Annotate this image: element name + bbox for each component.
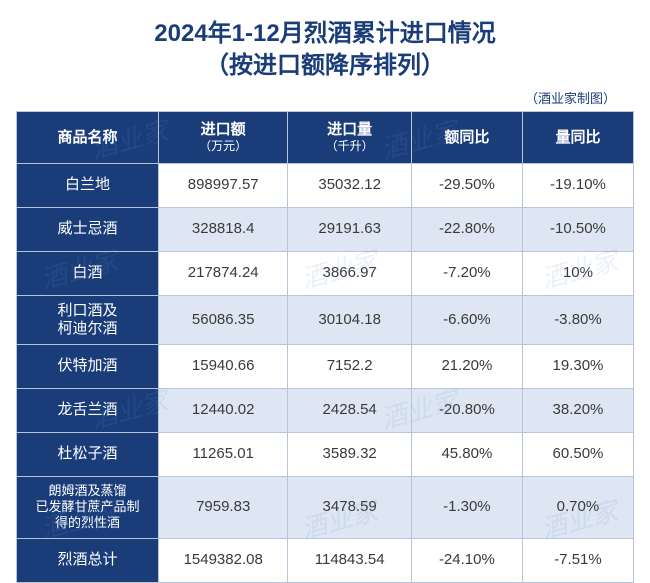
table-body: 白兰地898997.5735032.12-29.50%-19.10%威士忌酒32… — [17, 163, 634, 582]
cell-product-name: 朗姆酒及蒸馏已发酵甘蔗产品制得的烈性酒 — [17, 476, 159, 538]
cell-volume-yoy: 10% — [522, 251, 633, 295]
subtitle-row: （酒业家制图） — [16, 83, 634, 107]
cell-product-name: 烈酒总计 — [17, 538, 159, 582]
import-table: 商品名称进口额（万元）进口量（千升）额同比量同比 白兰地898997.57350… — [16, 111, 634, 583]
col-header-label: 商品名称 — [57, 129, 117, 146]
cell-volume-yoy: 38.20% — [522, 388, 633, 432]
cell-product-name: 利口酒及柯迪尔酒 — [17, 295, 159, 344]
cell-product-name: 伏特加酒 — [17, 344, 159, 388]
cell-import-volume: 114843.54 — [288, 538, 411, 582]
cell-import-amount: 56086.35 — [158, 295, 288, 344]
title-line-1: 2024年1-12月烈酒累计进口情况 — [154, 20, 495, 47]
cell-import-volume: 30104.18 — [288, 295, 411, 344]
cell-import-amount: 898997.57 — [158, 163, 288, 207]
cell-import-amount: 15940.66 — [158, 344, 288, 388]
cell-volume-yoy: 0.70% — [522, 476, 633, 538]
cell-import-volume: 3866.97 — [288, 251, 411, 295]
col-header-0: 商品名称 — [17, 111, 159, 163]
cell-volume-yoy: 19.30% — [522, 344, 633, 388]
col-header-label: 量同比 — [555, 129, 600, 146]
col-header-3: 额同比 — [411, 111, 522, 163]
cell-import-volume: 3478.59 — [288, 476, 411, 538]
cell-volume-yoy: -3.80% — [522, 295, 633, 344]
col-header-1: 进口额（万元） — [158, 111, 288, 163]
cell-amount-yoy: -22.80% — [411, 207, 522, 251]
table-row: 威士忌酒328818.429191.63-22.80%-10.50% — [17, 207, 634, 251]
cell-import-amount: 12440.02 — [158, 388, 288, 432]
col-header-label: 额同比 — [444, 129, 489, 146]
table-row: 龙舌兰酒12440.022428.54-20.80%38.20% — [17, 388, 634, 432]
cell-import-amount: 328818.4 — [158, 207, 288, 251]
table-row: 朗姆酒及蒸馏已发酵甘蔗产品制得的烈性酒7959.833478.59-1.30%0… — [17, 476, 634, 538]
page-title: 2024年1-12月烈酒累计进口情况 （按进口额降序排列） — [16, 18, 634, 83]
cell-import-amount: 1549382.08 — [158, 538, 288, 582]
col-header-2: 进口量（千升） — [288, 111, 411, 163]
col-header-label: 进口额 — [201, 121, 246, 138]
cell-volume-yoy: 60.50% — [522, 432, 633, 476]
cell-volume-yoy: -10.50% — [522, 207, 633, 251]
cell-import-amount: 7959.83 — [158, 476, 288, 538]
cell-amount-yoy: -1.30% — [411, 476, 522, 538]
col-header-label: 进口量 — [327, 121, 372, 138]
col-header-sublabel: （万元） — [163, 139, 284, 155]
cell-amount-yoy: -6.60% — [411, 295, 522, 344]
cell-import-volume: 35032.12 — [288, 163, 411, 207]
table-row: 伏特加酒15940.667152.221.20%19.30% — [17, 344, 634, 388]
cell-amount-yoy: -7.20% — [411, 251, 522, 295]
cell-volume-yoy: -7.51% — [522, 538, 633, 582]
table-row: 利口酒及柯迪尔酒56086.3530104.18-6.60%-3.80% — [17, 295, 634, 344]
table-row: 白酒217874.243866.97-7.20%10% — [17, 251, 634, 295]
source-label: （酒业家制图） — [525, 88, 616, 107]
table-row: 白兰地898997.5735032.12-29.50%-19.10% — [17, 163, 634, 207]
cell-import-amount: 11265.01 — [158, 432, 288, 476]
col-header-4: 量同比 — [522, 111, 633, 163]
table-row: 杜松子酒11265.013589.3245.80%60.50% — [17, 432, 634, 476]
cell-amount-yoy: 45.80% — [411, 432, 522, 476]
cell-amount-yoy: -20.80% — [411, 388, 522, 432]
cell-product-name: 白兰地 — [17, 163, 159, 207]
cell-product-name: 龙舌兰酒 — [17, 388, 159, 432]
cell-import-volume: 29191.63 — [288, 207, 411, 251]
table-header: 商品名称进口额（万元）进口量（千升）额同比量同比 — [17, 111, 634, 163]
cell-import-volume: 7152.2 — [288, 344, 411, 388]
cell-amount-yoy: 21.20% — [411, 344, 522, 388]
col-header-sublabel: （千升） — [292, 139, 406, 155]
report-container: 2024年1-12月烈酒累计进口情况 （按进口额降序排列） （酒业家制图） 商品… — [0, 0, 650, 583]
cell-product-name: 白酒 — [17, 251, 159, 295]
cell-amount-yoy: -24.10% — [411, 538, 522, 582]
title-line-2: （按进口额降序排列） — [205, 52, 445, 79]
cell-product-name: 威士忌酒 — [17, 207, 159, 251]
cell-volume-yoy: -19.10% — [522, 163, 633, 207]
cell-product-name: 杜松子酒 — [17, 432, 159, 476]
table-row: 烈酒总计1549382.08114843.54-24.10%-7.51% — [17, 538, 634, 582]
cell-import-amount: 217874.24 — [158, 251, 288, 295]
cell-import-volume: 3589.32 — [288, 432, 411, 476]
cell-import-volume: 2428.54 — [288, 388, 411, 432]
cell-amount-yoy: -29.50% — [411, 163, 522, 207]
